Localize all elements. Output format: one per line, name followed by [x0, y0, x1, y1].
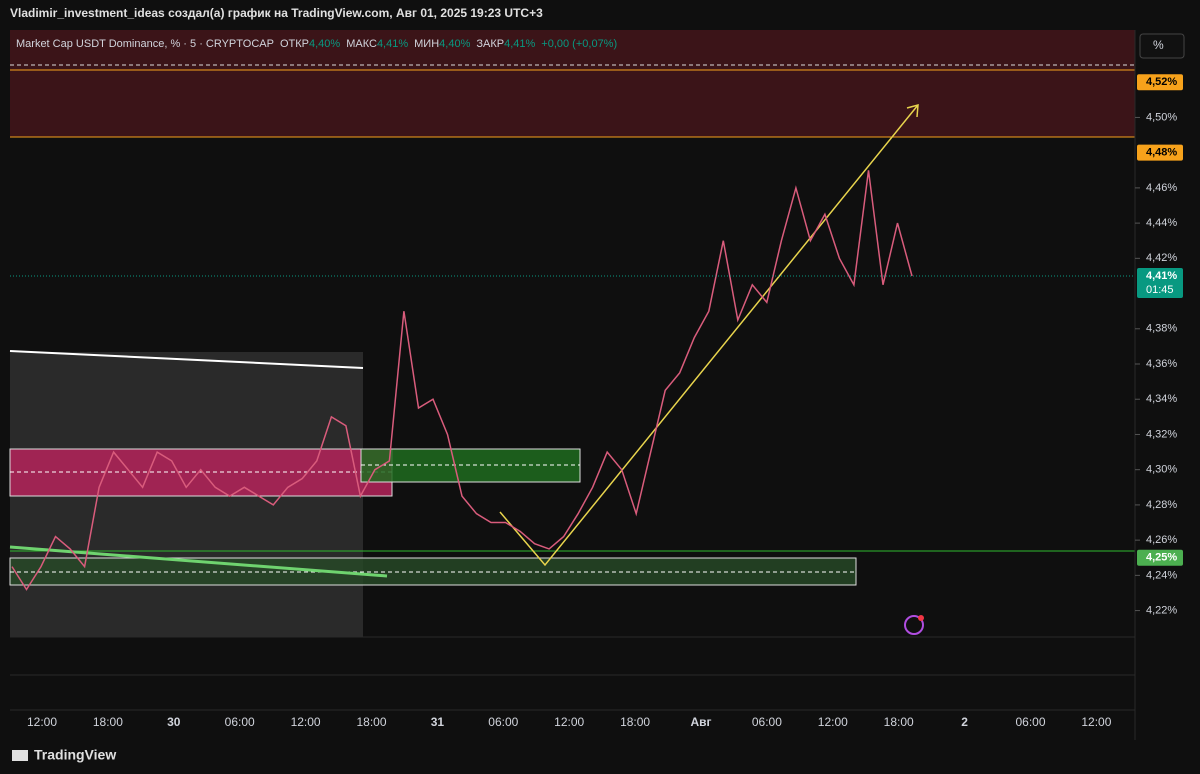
time-tick-label: 12:00	[1081, 715, 1111, 729]
price-badge-label: 4,48%	[1146, 147, 1177, 159]
time-tick-label: 12:00	[554, 715, 584, 729]
price-tick-label: 4,32%	[1146, 428, 1177, 440]
price-badge-label: 4,41%	[1146, 270, 1177, 282]
arrow-head	[906, 103, 919, 118]
time-tick-label: 06:00	[225, 715, 255, 729]
price-tick-label: 4,24%	[1146, 569, 1177, 581]
scale-button-label: %	[1153, 38, 1164, 52]
time-tick-label: 18:00	[620, 715, 650, 729]
price-tick-label: 4,50%	[1146, 111, 1177, 123]
time-tick-label: 18:00	[93, 715, 123, 729]
resistance-zone	[10, 30, 1135, 137]
time-tick-label: 30	[167, 715, 181, 729]
price-series	[10, 170, 1135, 591]
alert-icon[interactable]	[904, 615, 924, 635]
price-tick-label: 4,44%	[1146, 217, 1177, 229]
time-tick-label: 12:00	[818, 715, 848, 729]
legend-close-label: ЗАКР	[476, 38, 504, 50]
time-tick-label: 06:00	[488, 715, 518, 729]
header-title: Vladimir_investment_ideas создал(а) граф…	[10, 6, 543, 20]
price-tick-label: 4,30%	[1146, 464, 1177, 476]
brand-logo	[12, 750, 28, 761]
time-tick-label: 31	[431, 715, 445, 729]
price-line	[11, 170, 913, 591]
time-tick-label: Авг	[690, 715, 711, 729]
legend-high: 4,41%	[377, 38, 408, 50]
legend-symbol: Market Cap USDT Dominance, % · 5 · CRYPT…	[16, 38, 274, 50]
green-zone	[360, 448, 581, 483]
price-badge-label: 4,25%	[1146, 552, 1177, 564]
time-tick-label: 18:00	[884, 715, 914, 729]
axes: 4,50% 4,46% 4,44% 4,42% 4,38% 4,36% 4,34% 4,32%…	[27, 74, 1183, 729]
legend-open-label: ОТКР	[280, 38, 309, 50]
price-tick-label: 4,34%	[1146, 393, 1177, 405]
price-tick-label: 4,22%	[1146, 604, 1177, 616]
price-badge	[1137, 144, 1183, 161]
projection-line	[499, 104, 919, 567]
price-tick-label: 4,28%	[1146, 499, 1177, 511]
price-tick-label: 4,26%	[1146, 534, 1177, 546]
time-tick-label: 18:00	[356, 715, 386, 729]
legend-close: 4,41%	[504, 38, 535, 50]
price-badge	[1137, 549, 1183, 566]
price-badge-sub: 01:45	[1146, 284, 1174, 296]
alert-dot	[918, 615, 924, 621]
time-tick-label: 06:00	[1015, 715, 1045, 729]
scale-button[interactable]	[1139, 33, 1185, 59]
legend-text: Market Cap USDT Dominance, % · 5 · CRYPT…	[16, 38, 617, 50]
legend-low: 4,40%	[439, 38, 470, 50]
time-tick-label: 12:00	[27, 715, 57, 729]
price-tick-label: 4,36%	[1146, 358, 1177, 370]
legend-change: +0,00 (+0,07%)	[541, 38, 617, 50]
legend-high-label: МАКС	[346, 38, 377, 50]
price-badge	[1137, 267, 1183, 298]
time-tick-label: 2	[961, 715, 968, 729]
trend-line	[9, 350, 364, 369]
price-badge-label: 4,52%	[1146, 76, 1177, 88]
price-tick-label: 4,38%	[1146, 323, 1177, 335]
legend-low-label: МИН	[414, 38, 439, 50]
price-tick-label: 4,42%	[1146, 252, 1177, 264]
brand: TradingView	[34, 747, 116, 763]
time-tick-label: 12:00	[291, 715, 321, 729]
legend-open: 4,40%	[309, 38, 340, 50]
price-tick-label: 4,46%	[1146, 182, 1177, 194]
price-badge	[1137, 74, 1183, 91]
legend: Market Cap USDT Dominance, % · 5 · CRYPT…	[16, 38, 617, 50]
time-tick-label: 06:00	[752, 715, 782, 729]
